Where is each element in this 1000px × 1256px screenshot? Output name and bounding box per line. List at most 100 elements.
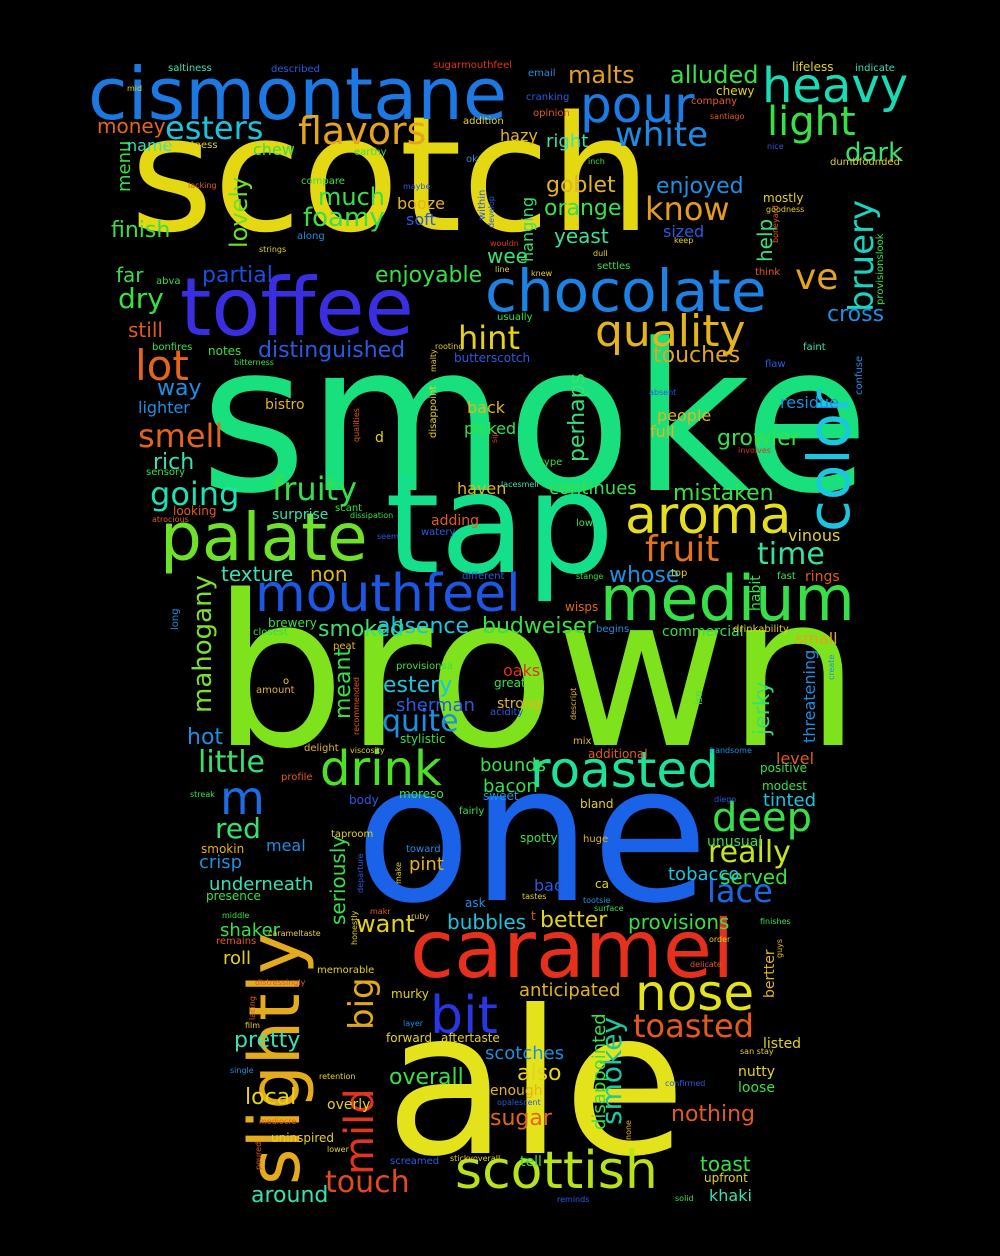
word-bonfires: bonfires	[152, 342, 193, 353]
word-money: money	[97, 114, 166, 138]
word-sugar: sugar	[490, 1106, 552, 1131]
word-continues: continues	[549, 478, 637, 499]
word-remains: remains	[216, 936, 257, 947]
word-memorable: memorable	[317, 965, 375, 976]
word-alluded: alluded	[670, 61, 759, 89]
word-stange: stange	[576, 572, 604, 581]
word-underneath: underneath	[209, 874, 314, 895]
word-seriously: seriously	[326, 835, 350, 925]
word-scottish: scottish	[455, 1141, 658, 1201]
word-finishes: finishes	[760, 917, 791, 926]
word-smoked: smoked	[318, 617, 404, 642]
word-one: one	[355, 724, 709, 945]
word-surprise: surprise	[272, 507, 329, 523]
word-back: back	[467, 398, 506, 417]
word-dissipation: dissipation	[350, 511, 394, 520]
word-growler: growler	[717, 426, 800, 451]
word-drinkability: drinkability	[733, 624, 789, 635]
word-tap: tap	[385, 443, 615, 606]
word-toast: toast	[700, 1152, 751, 1176]
word-enough: enough	[490, 1083, 543, 1099]
word-huge: huge	[583, 834, 609, 845]
word-white: white	[615, 115, 709, 155]
word-slightly: slightly	[234, 932, 316, 1186]
word-type: type	[540, 457, 563, 468]
word-lace: lace	[707, 872, 773, 910]
word-heavy: heavy	[762, 58, 909, 114]
word-aroma: aroma	[625, 486, 792, 546]
word-low: low	[576, 518, 594, 529]
word-wouldn: wouldn	[490, 239, 519, 248]
word-chocolate: chocolate	[485, 257, 767, 325]
word-foamy: foamy	[303, 203, 385, 233]
word-qualities: qualities	[352, 408, 361, 442]
word-additional: additional	[588, 747, 648, 761]
word-scotches: scotches	[485, 1043, 565, 1064]
word-texture: texture	[221, 562, 294, 586]
word-soft: soft	[406, 210, 436, 229]
word-overall: overall	[389, 1065, 464, 1090]
word-meal: meal	[266, 836, 306, 855]
word-company: company	[691, 96, 738, 107]
word-sugarmouthfeel: sugarmouthfeel	[433, 60, 513, 71]
word-medium: medium	[600, 562, 855, 635]
word-involves: involves	[738, 446, 771, 455]
word-different: different	[462, 571, 505, 582]
word-saltiness: saltiness	[168, 63, 212, 74]
word-viscosity: viscosity	[350, 746, 385, 755]
word-nutty: nutty	[738, 1064, 776, 1080]
word-recommended: recommended	[352, 677, 361, 735]
word-mistaken: mistaken	[673, 481, 774, 506]
word-big: big	[342, 977, 382, 1030]
word-closest: closest	[253, 627, 288, 638]
word-usually: usually	[497, 312, 533, 323]
word-dumbfounded: dumbfounded	[830, 157, 900, 168]
word-strong: strong	[497, 696, 542, 712]
word-maybe: maybe	[403, 182, 431, 191]
word-think: think	[755, 267, 781, 278]
word-provisionsa: provisionsa	[396, 661, 453, 672]
word-people: people	[657, 406, 712, 425]
word-honestly: honestly	[350, 910, 359, 945]
word-santiago: santiago	[710, 112, 745, 121]
word-quite: quite	[382, 704, 459, 739]
word-booze: booze	[397, 194, 445, 213]
word-d: d	[375, 430, 384, 446]
word-mostly: mostly	[763, 191, 804, 205]
word-brown: brown	[212, 550, 861, 795]
word-forward: forward	[386, 1031, 433, 1045]
word-time: time	[757, 537, 825, 572]
word-keep: keep	[674, 236, 694, 245]
word-full: full	[650, 422, 675, 441]
word-o: o	[283, 676, 290, 687]
word-distressingly: distressingly	[255, 978, 306, 987]
word-confirmed: confirmed	[665, 1079, 706, 1088]
word-distinguished: distinguished	[258, 338, 406, 363]
word-layer: layer	[403, 1019, 424, 1028]
word-malts: malts	[568, 61, 635, 89]
word-dry: dry	[118, 282, 164, 315]
word-crisp: crisp	[199, 852, 243, 873]
word-whose: whose	[609, 563, 680, 588]
word-estery: estery	[383, 673, 453, 698]
word-dull: dull	[593, 249, 608, 258]
word-touch: touch	[325, 1165, 410, 1200]
word-loose: loose	[738, 1080, 775, 1096]
word-commercial: commercial	[662, 624, 744, 640]
word-toffee: toffee	[180, 261, 414, 354]
word-bistro: bistro	[265, 397, 305, 413]
word-profile: profile	[281, 772, 313, 783]
word-lifeless: lifeless	[792, 60, 834, 74]
word-lower: lower	[327, 1145, 349, 1154]
word-amount: amount	[256, 685, 295, 696]
word-touches: touches	[653, 343, 741, 368]
word-aftertaste: aftertaste	[441, 1031, 500, 1045]
word-single: single	[230, 1066, 254, 1075]
word-mahogany: mahogany	[188, 575, 218, 713]
word-bland: bland	[580, 797, 614, 811]
word-modest: modest	[762, 779, 807, 793]
word-esters: esters	[165, 109, 264, 147]
word-unusual: unusual	[707, 834, 763, 850]
word-ask: ask	[465, 896, 486, 910]
